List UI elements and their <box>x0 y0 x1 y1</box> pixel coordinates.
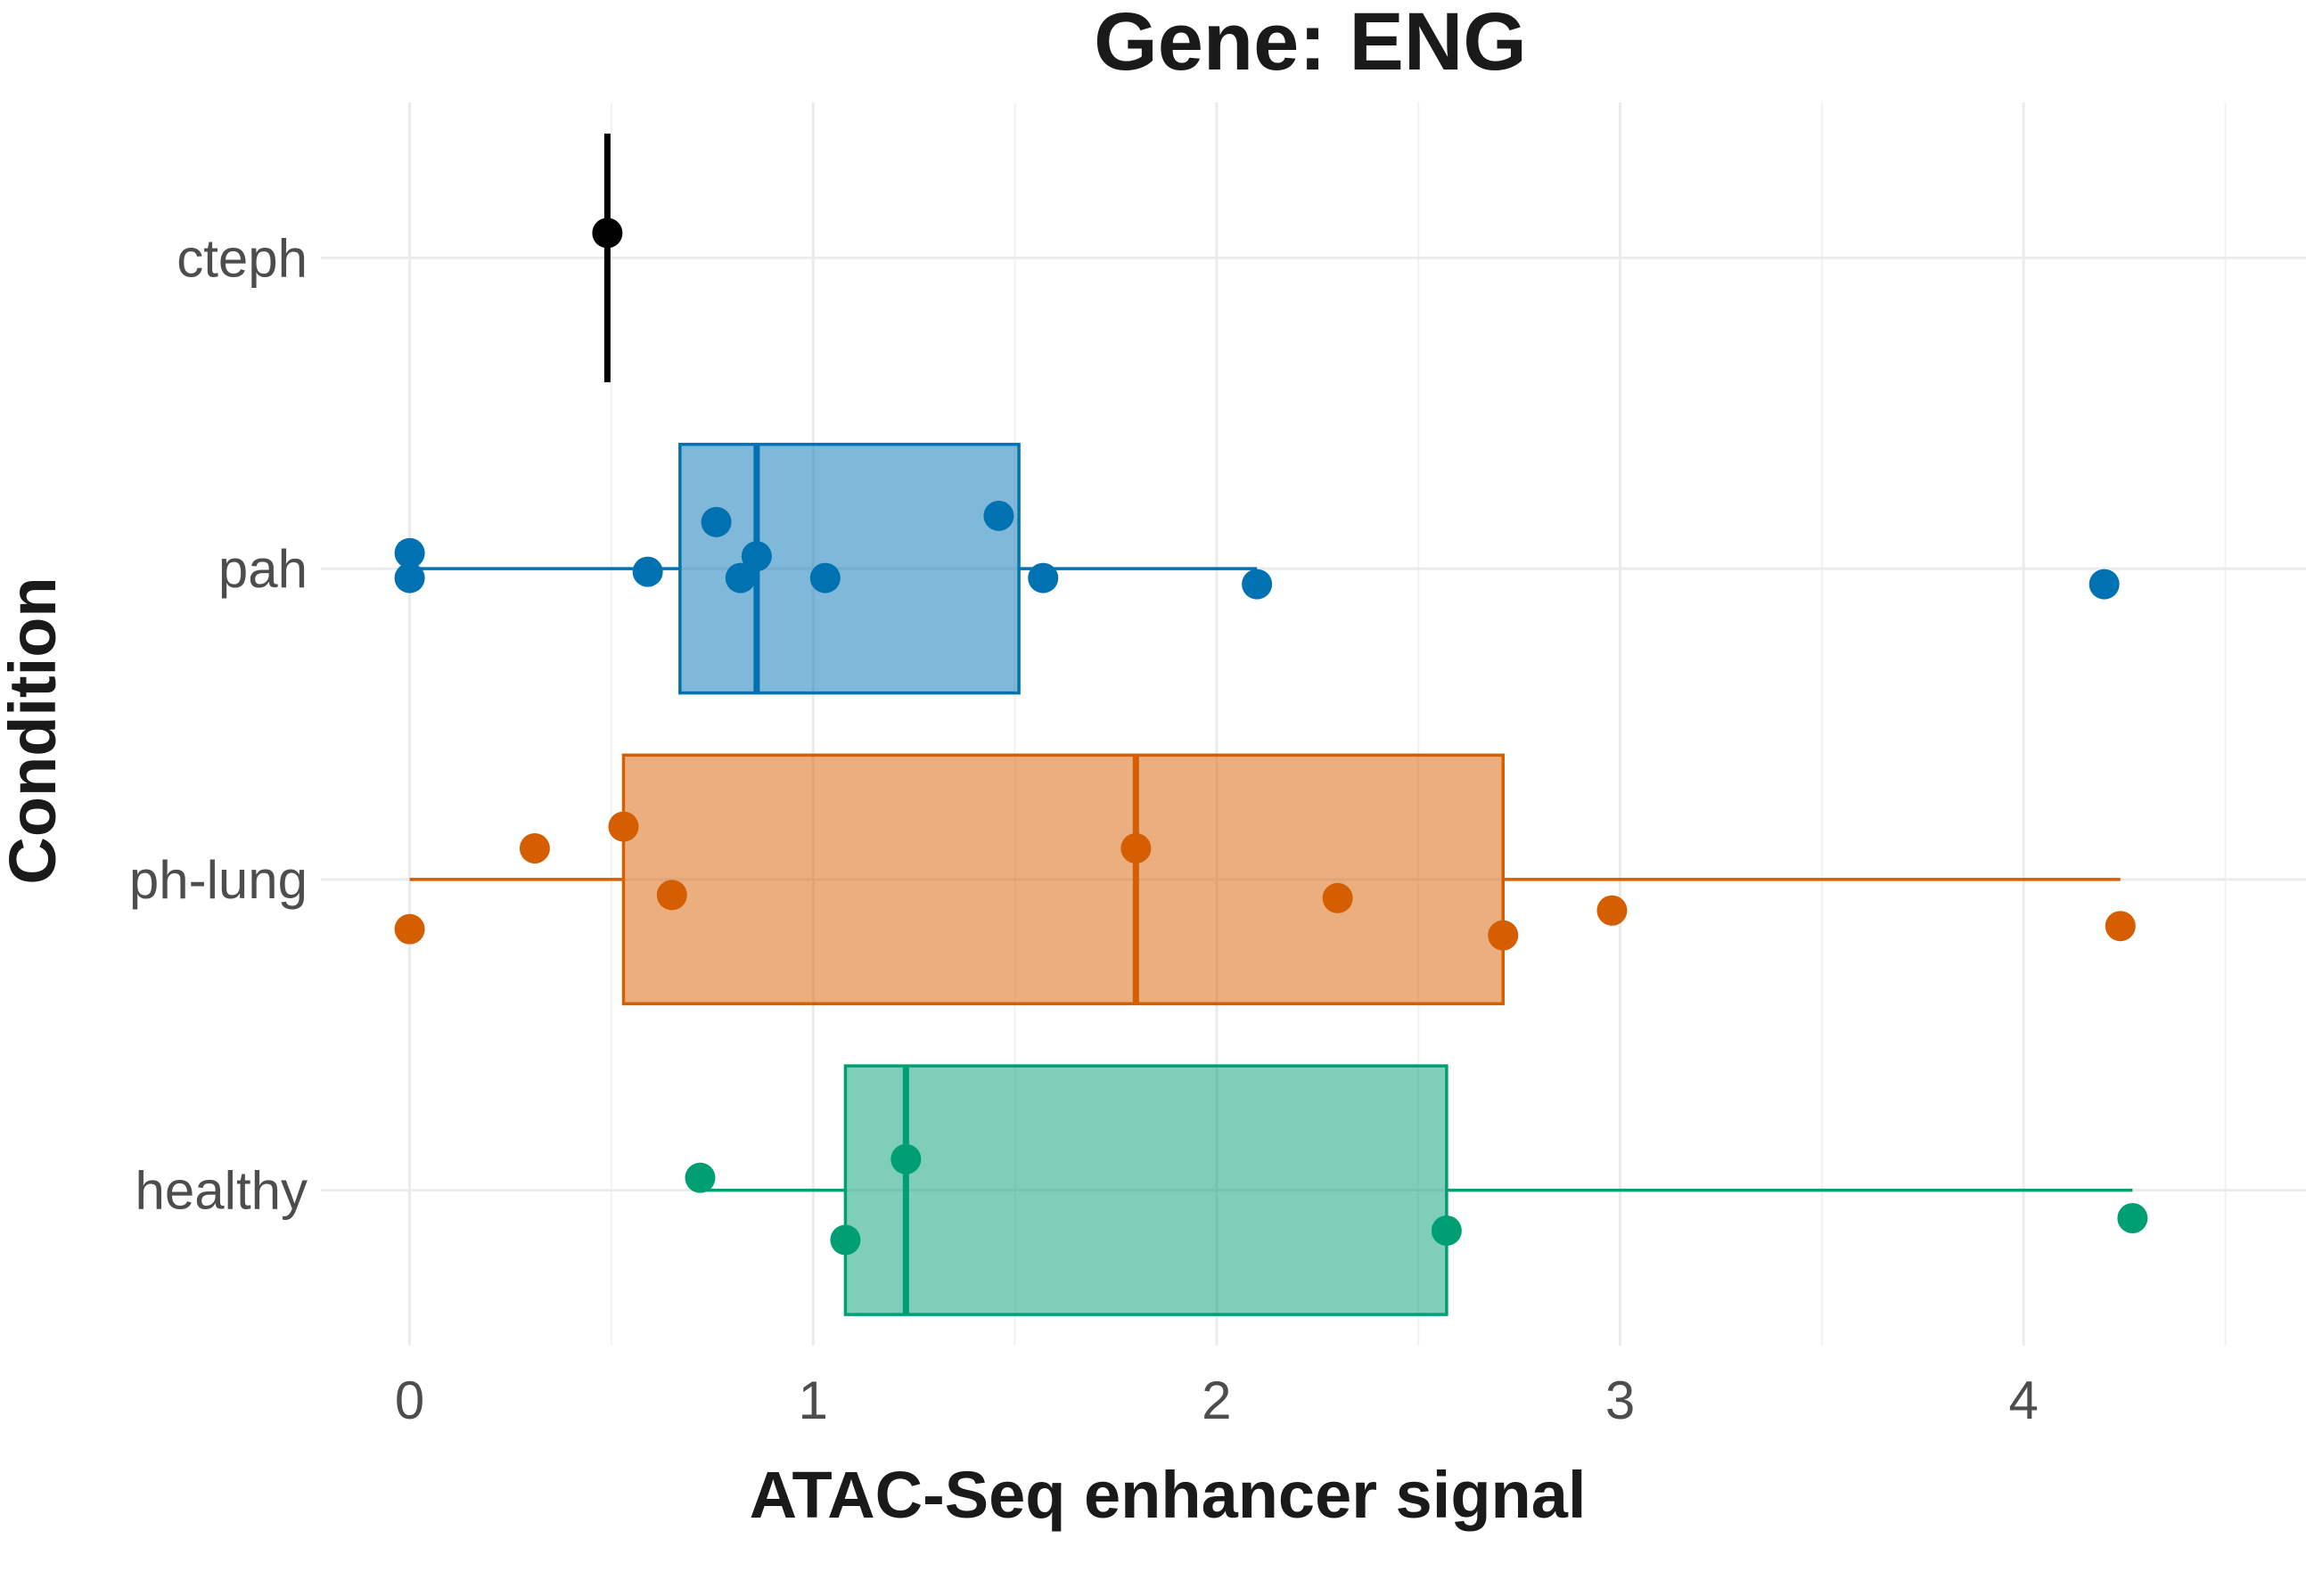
data-point-healthy <box>685 1162 716 1193</box>
data-point-pah <box>394 537 425 569</box>
y-tick-label-ph-lung: ph-lung <box>129 850 308 910</box>
x-tick-label: 4 <box>2008 1371 2038 1430</box>
data-point-pah <box>1028 562 1059 593</box>
iqr-box <box>621 753 1505 1006</box>
x-tick-label: 3 <box>1605 1371 1635 1430</box>
data-point-pah <box>394 562 425 593</box>
data-point-ph-lung <box>656 880 687 911</box>
data-point-ph-lung <box>2105 911 2136 942</box>
box-layer <box>409 133 2133 1316</box>
x-tick-label: 1 <box>799 1371 828 1430</box>
data-point-ph-lung <box>1322 882 1353 913</box>
y-axis-title: Condition <box>0 577 70 884</box>
data-point-ph-lung <box>1488 920 1519 951</box>
iqr-box <box>843 1064 1448 1316</box>
data-point-healthy <box>2117 1203 2148 1234</box>
data-point-ph-lung <box>394 913 425 945</box>
data-point-healthy <box>890 1143 922 1174</box>
data-point-ph-lung <box>1596 895 1628 926</box>
box-group-ph-lung <box>409 753 2121 1006</box>
data-point-pah <box>1242 569 1273 600</box>
y-tick-label-cteph: cteph <box>176 228 308 288</box>
y-tick-label-healthy: healthy <box>135 1161 308 1221</box>
data-point-pah <box>809 562 841 593</box>
chart-title: Gene: ENG <box>1094 0 1527 87</box>
data-point-ph-lung <box>1120 833 1152 863</box>
box-group-healthy <box>700 1064 2133 1316</box>
data-point-pah <box>725 562 756 593</box>
axis-layer: 0 1 2 3 4 cteph pah ph-lung healthy <box>129 228 2039 1430</box>
x-tick-label: 2 <box>1202 1371 1231 1430</box>
data-point-cteph <box>592 217 623 249</box>
point-layer <box>394 217 2148 1256</box>
data-point-pah <box>741 541 772 572</box>
x-tick-label: 0 <box>395 1371 424 1430</box>
data-point-ph-lung <box>608 811 639 842</box>
y-tick-label-pah: pah <box>218 539 308 599</box>
data-point-pah <box>2089 569 2120 600</box>
data-point-healthy <box>1431 1215 1462 1246</box>
data-point-ph-lung <box>519 833 550 863</box>
data-point-pah <box>983 500 1014 531</box>
data-point-pah <box>701 506 732 537</box>
data-point-pah <box>632 556 663 587</box>
data-point-healthy <box>830 1224 861 1256</box>
x-axis-title: ATAC-Seq enhancer signal <box>750 1458 1587 1532</box>
